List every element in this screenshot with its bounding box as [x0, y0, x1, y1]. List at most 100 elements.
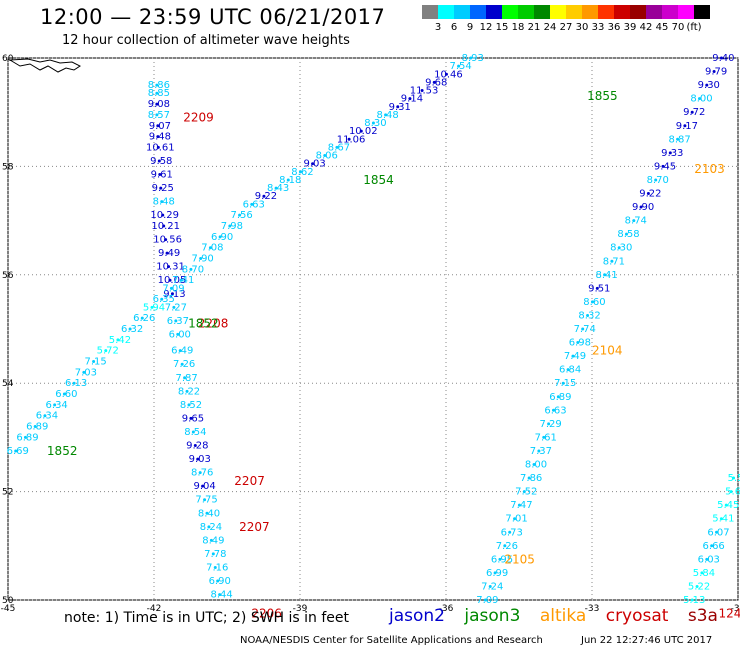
- wave-height-label: 6.89: [26, 422, 48, 433]
- wave-height-label: 7.41: [172, 275, 194, 286]
- legend-swatches: [422, 5, 710, 19]
- track-point: [286, 178, 290, 182]
- wave-height-label: 8.74: [625, 216, 647, 227]
- wave-height-label: 9.58: [150, 156, 172, 167]
- wave-height-label: 5.94: [143, 302, 165, 313]
- legend-label: 15: [495, 22, 509, 33]
- track-point: [160, 297, 164, 301]
- wave-height-label: 8.40: [198, 508, 220, 519]
- track-point: [193, 444, 197, 448]
- track-point: [359, 129, 363, 133]
- track-point: [547, 422, 551, 426]
- track-point: [532, 463, 536, 466]
- track-point: [189, 267, 193, 271]
- track-point: [311, 162, 315, 166]
- pass-time-label: 2207: [234, 474, 265, 488]
- wave-height-label: 5.5: [728, 473, 740, 484]
- track-point: [705, 557, 709, 561]
- wave-height-label: 8.87: [668, 134, 690, 145]
- track-point: [586, 313, 590, 317]
- wave-height-label: 11.53: [410, 86, 439, 97]
- track-point: [207, 525, 211, 529]
- lat-tick-label: 54: [2, 379, 14, 389]
- wave-height-label: 6.60: [55, 389, 77, 400]
- wave-height-label: 7.09: [162, 283, 184, 294]
- wave-height-label: 8.00: [525, 460, 547, 471]
- footnote: note: 1) Time is in UTC; 2) SWH is in fe…: [64, 610, 350, 626]
- pass-time-label: 2206: [251, 607, 282, 621]
- wave-height-label: 5.84: [693, 568, 715, 579]
- legend-swatch: [662, 5, 678, 19]
- wave-height-label: 9.04: [193, 481, 215, 492]
- track-point: [561, 381, 565, 385]
- track-point: [617, 246, 621, 250]
- wave-height-label: 9.51: [588, 283, 610, 294]
- pass-time-label: 2207: [239, 520, 270, 534]
- track-point: [183, 376, 187, 380]
- wave-height-label: 7.61: [535, 432, 557, 443]
- wave-height-label: 5.42: [109, 335, 131, 346]
- track-point: [513, 517, 517, 521]
- wave-height-label: 10.61: [146, 142, 175, 153]
- wave-height-label: 6.73: [501, 527, 523, 538]
- legend-swatch: [486, 5, 502, 19]
- legend-labels: 3 6 9 12 15 18 21 24 27 30 33 36 39 42 45 70 (ft): [422, 22, 740, 36]
- lon-tick-label: -42: [147, 604, 162, 614]
- track-point: [444, 72, 448, 76]
- legend-swatch: [694, 5, 710, 19]
- track-point: [167, 265, 171, 269]
- legend-label: (ft): [686, 22, 702, 33]
- track-point: [156, 124, 160, 128]
- wave-height-label: 7.47: [510, 500, 532, 511]
- wave-height-label: 10.02: [349, 126, 378, 137]
- wave-height-label: 8.57: [148, 110, 170, 121]
- track-point: [537, 449, 541, 453]
- track-point: [469, 56, 473, 60]
- track-point: [371, 121, 375, 125]
- track-point: [646, 192, 650, 195]
- track-point: [488, 584, 492, 588]
- legend-swatch: [614, 5, 630, 19]
- wave-height-label: 8.32: [578, 310, 600, 321]
- wave-height-label: 7.56: [230, 210, 252, 221]
- wave-height-label: 9.79: [705, 67, 727, 78]
- wave-height-label: 6.98: [569, 338, 591, 349]
- track-point: [191, 430, 195, 434]
- track-point: [116, 338, 120, 342]
- coastline: [8, 58, 81, 73]
- wave-height-label: 8.41: [595, 270, 617, 281]
- wave-height-label: 9.61: [151, 170, 173, 181]
- lat-tick-label: 60: [2, 54, 14, 64]
- wave-height-label: 6.00: [169, 329, 191, 340]
- wave-height-label: 6.34: [36, 411, 58, 422]
- wave-height-label: 5.6: [725, 487, 740, 498]
- track-point: [710, 544, 714, 548]
- wave-height-label: 7.16: [206, 562, 228, 573]
- sat-s3a: s3a: [687, 606, 718, 626]
- wave-height-label: 7.49: [564, 351, 586, 362]
- wave-height-label: 7.54: [449, 61, 471, 72]
- track-point: [527, 476, 531, 480]
- wave-height-label: 9.90: [632, 202, 654, 213]
- track-point: [228, 224, 232, 228]
- track-point: [156, 135, 160, 139]
- wave-height-label: 7.86: [520, 473, 542, 484]
- wave-height-label: 10.56: [153, 235, 182, 246]
- track-point: [552, 408, 555, 412]
- wave-height-label: 11.06: [337, 134, 366, 145]
- wave-height-label: 9.31: [389, 102, 411, 113]
- track-point: [205, 511, 209, 515]
- wave-height-label: 8.30: [610, 243, 632, 254]
- wave-height-label: 8.00: [690, 94, 712, 105]
- wave-height-label: 6.90: [211, 232, 233, 243]
- wave-height-label: 8.54: [184, 427, 206, 438]
- lat-tick-label: 52: [2, 488, 13, 498]
- wave-height-label: 6.03: [698, 554, 720, 565]
- wave-height-label: 10.29: [150, 210, 179, 221]
- sat-jason2: jason2: [389, 606, 445, 626]
- wave-height-label: 7.37: [530, 446, 552, 457]
- wave-height-label: 8.43: [267, 183, 289, 194]
- wave-height-label: 8.06: [316, 151, 338, 162]
- track-point: [729, 490, 733, 494]
- wave-height-label: 5.45: [717, 500, 739, 511]
